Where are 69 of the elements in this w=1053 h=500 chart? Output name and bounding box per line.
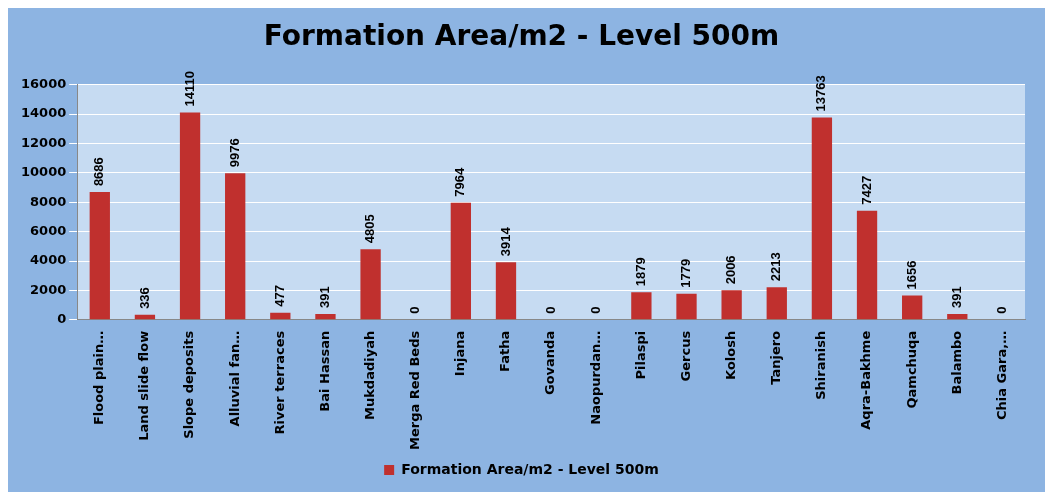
data-label: 391 [948, 286, 964, 309]
bar [721, 290, 742, 320]
x-tick-label: River terraces [271, 330, 287, 435]
data-label: 0 [994, 306, 1010, 314]
x-tick-label: Tanjero [768, 330, 784, 385]
bar [360, 249, 381, 320]
bar [315, 314, 336, 320]
x-tick-label: Shiranish [813, 330, 829, 400]
y-tick-label: 6000 [30, 222, 67, 238]
data-label: 477 [271, 285, 287, 307]
x-tick-label: Merga Red Beds [407, 330, 423, 451]
data-label: 336 [136, 287, 152, 309]
data-label: 1779 [678, 258, 694, 288]
data-label: 14110 [181, 70, 197, 107]
y-tick-label: 14000 [20, 105, 67, 121]
bar [225, 173, 246, 320]
bar [179, 112, 201, 320]
x-tick-label: Naopurdan… [587, 330, 603, 425]
x-tick-label: Injana [452, 330, 468, 377]
data-label: 1656 [903, 260, 919, 290]
data-label: 9976 [226, 138, 242, 168]
data-label: 2213 [768, 252, 784, 282]
x-tick-label: Kolosh [723, 330, 739, 380]
data-label: 8686 [91, 157, 107, 187]
data-label: 0 [587, 306, 603, 314]
bar [270, 312, 291, 320]
data-label: 1879 [632, 257, 648, 287]
data-label: 0 [407, 306, 423, 314]
y-tick-label: 8000 [30, 193, 67, 209]
bar [89, 192, 110, 320]
y-tick-label: 16000 [20, 75, 67, 91]
x-tick-label: Qamchuqa [903, 330, 919, 409]
bar [856, 210, 878, 320]
data-label: 3914 [497, 226, 513, 257]
y-tick-label: 12000 [20, 134, 67, 150]
y-tick-label: 10000 [20, 164, 67, 180]
data-label: 7427 [858, 175, 874, 205]
y-tick-label: 2000 [30, 281, 67, 297]
bar [450, 202, 471, 320]
data-label: 391 [317, 286, 333, 309]
x-tick-label: Pilaspi [632, 330, 648, 380]
x-tick-label: Alluvial fan… [226, 330, 242, 427]
data-label: 7964 [452, 167, 468, 197]
bar [902, 295, 923, 320]
bar [676, 293, 697, 320]
x-tick-label: Govanda [542, 330, 558, 395]
bar [766, 287, 787, 320]
x-tick-label: Flood plain… [91, 330, 107, 426]
x-tick-label: Aqra-Bakhme [858, 330, 874, 430]
data-label: 0 [542, 306, 558, 314]
legend-label: Formation Area/m2 - Level 500m [401, 460, 659, 477]
y-tick-label: 4000 [30, 252, 67, 268]
data-label: 4805 [362, 214, 378, 244]
x-tick-label: Fatha [497, 330, 513, 372]
x-tick-label: Slope deposits [181, 330, 197, 439]
x-tick-label: Gercus [677, 330, 693, 382]
chart-title: Formation Area/m2 - Level 500m [263, 19, 780, 53]
y-tick-label: 0 [57, 311, 67, 327]
bar [631, 292, 652, 320]
bar [495, 262, 517, 320]
x-tick-label: Bai Hassan [316, 330, 332, 412]
bar [947, 314, 968, 320]
bar [811, 117, 833, 320]
x-tick-label: Chia Gara,… [993, 330, 1009, 420]
x-tick-label: Mukdadiyah [361, 330, 377, 420]
data-label: 2006 [723, 255, 739, 285]
data-label: 13763 [813, 75, 829, 112]
x-tick-label: Land slide flow [136, 330, 152, 441]
x-tick-label: Balambo [948, 330, 964, 395]
